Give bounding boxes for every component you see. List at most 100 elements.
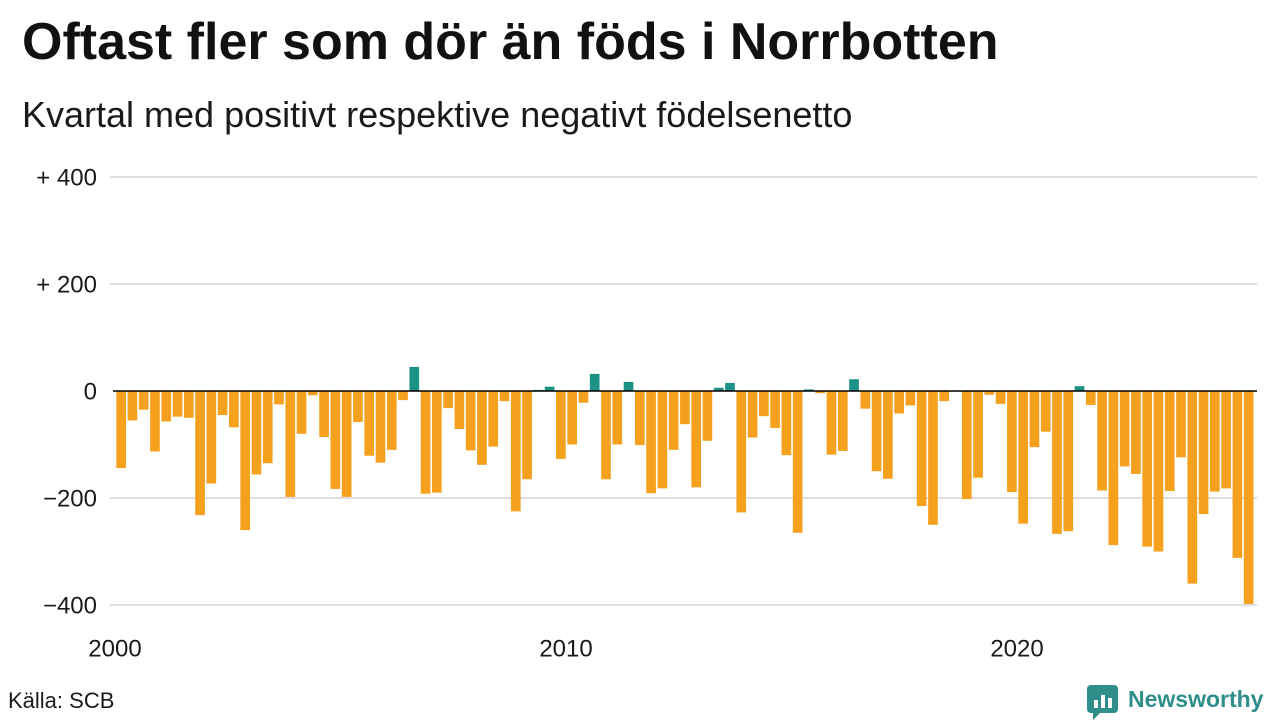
y-axis: + 400 + 200 0 −200 −400	[36, 164, 97, 619]
bar-negative	[1187, 391, 1198, 584]
bar-negative	[691, 391, 702, 488]
chart-subtitle: Kvartal med positivt respektive negativt…	[22, 94, 853, 135]
bar-negative	[556, 391, 566, 459]
bar-negative	[183, 391, 194, 418]
bar-negative	[871, 391, 882, 472]
bar-negative	[916, 391, 927, 507]
bar-negative	[319, 391, 329, 438]
bar-positive	[725, 382, 735, 391]
bar-negative	[736, 391, 747, 513]
bar-negative	[578, 391, 589, 403]
x-tick-label: 2000	[88, 635, 141, 662]
bar-negative	[1018, 391, 1028, 524]
bar-negative	[770, 391, 780, 428]
bar-negative	[195, 391, 205, 516]
bar-negative	[330, 391, 341, 489]
y-tick-label: + 400	[36, 164, 97, 191]
bar-negative	[341, 391, 352, 497]
bar-positive	[623, 381, 634, 391]
bar-negative	[116, 391, 126, 469]
bar-negative	[747, 391, 758, 438]
bar-negative	[1029, 391, 1040, 448]
source-note: Källa: SCB	[8, 688, 115, 713]
bar-negative	[634, 391, 645, 446]
bar-negative	[883, 391, 893, 479]
bar-negative	[657, 391, 668, 489]
bar-negative	[510, 391, 521, 512]
bar-negative	[928, 391, 938, 525]
bar-negative	[488, 391, 499, 447]
bar-negative	[1198, 391, 1209, 515]
x-tick-label: 2020	[990, 635, 1043, 662]
bar-negative	[161, 391, 172, 422]
bar-negative	[973, 391, 983, 478]
bar-negative	[206, 391, 217, 484]
bar-negative	[1108, 391, 1119, 546]
bar-positive	[544, 386, 555, 391]
logo-bar	[1094, 700, 1098, 708]
bar-negative	[454, 391, 465, 429]
bar-negative	[1040, 391, 1051, 432]
bar-negative	[702, 391, 713, 441]
bar-negative	[420, 391, 431, 494]
bar-negative	[465, 391, 476, 451]
bar-negative	[1097, 391, 1107, 491]
bar-negative	[138, 391, 149, 410]
logo-bar	[1101, 695, 1105, 708]
bar-negative	[262, 391, 273, 464]
bar-negative	[995, 391, 1006, 404]
bar-negative	[364, 391, 375, 456]
bar-negative	[1221, 391, 1231, 489]
bar-negative	[758, 391, 769, 417]
bar-negative	[984, 391, 995, 395]
bar-negative	[353, 391, 363, 423]
bar-negative	[386, 391, 397, 450]
bar-negative	[1052, 391, 1062, 534]
x-axis: 2000 2010 2020	[88, 635, 1043, 662]
bar-negative	[217, 391, 228, 416]
bar-negative	[398, 391, 408, 401]
bar-negative	[961, 391, 972, 500]
bar-negative	[646, 391, 656, 494]
newsworthy-logo-icon	[1087, 685, 1118, 720]
bar-negative	[296, 391, 307, 434]
bar-negative	[905, 391, 916, 406]
bar-negative	[837, 391, 848, 451]
bar-negative	[522, 391, 532, 480]
bar-negative	[1243, 391, 1254, 604]
bar-negative	[240, 391, 251, 531]
logo-bubble-tail	[1093, 711, 1102, 720]
bar-negative	[172, 391, 183, 417]
bar-negative	[229, 391, 239, 428]
bar-positive	[1074, 386, 1085, 391]
bar-negative	[1142, 391, 1153, 547]
bar-negative	[443, 391, 453, 409]
bar-negative	[274, 391, 284, 405]
bar-negative	[1176, 391, 1186, 458]
bar-negative	[668, 391, 679, 450]
logo-bar	[1108, 698, 1112, 708]
bar-negative	[150, 391, 160, 452]
bar-negative	[1063, 391, 1074, 532]
bar-positive	[589, 373, 600, 391]
bar-negative	[1164, 391, 1175, 492]
y-tick-label: −400	[43, 592, 97, 619]
bar-positive	[804, 389, 814, 391]
bar-negative	[792, 391, 803, 533]
bar-positive	[409, 366, 420, 391]
bars	[116, 366, 1254, 604]
bar-negative	[612, 391, 623, 445]
bar-negative	[567, 391, 577, 445]
bar-negative	[1131, 391, 1141, 474]
brand-name: Newsworthy	[1128, 686, 1264, 712]
gridlines	[110, 176, 1257, 606]
bar-negative	[1210, 391, 1220, 492]
bar-negative	[826, 391, 837, 455]
bar-negative	[375, 391, 386, 463]
bar-negative	[1232, 391, 1243, 558]
bar-positive	[849, 379, 859, 391]
bar-positive	[713, 387, 724, 391]
bar-negative	[1119, 391, 1130, 467]
bar-negative	[432, 391, 442, 493]
bar-negative	[1153, 391, 1164, 552]
